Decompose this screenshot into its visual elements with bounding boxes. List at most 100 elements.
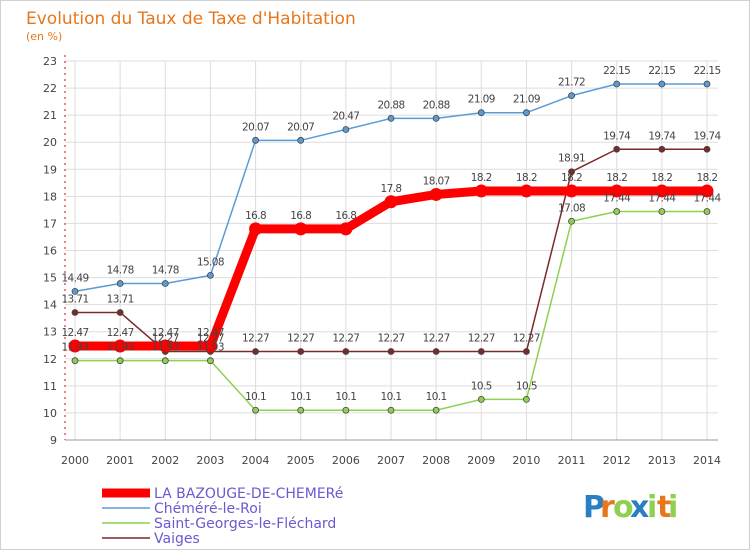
data-label: 17.8 xyxy=(381,183,402,195)
x-tick-label: 2000 xyxy=(61,454,89,467)
series-point xyxy=(384,195,398,209)
series-point xyxy=(658,208,666,215)
data-label: 12.27 xyxy=(242,332,269,344)
series-point xyxy=(658,145,666,153)
series-point xyxy=(474,184,488,198)
y-tick-label: 19 xyxy=(43,163,57,176)
series-point xyxy=(252,348,259,355)
series-point xyxy=(523,395,530,403)
logo-letter: r xyxy=(600,490,615,525)
series-point xyxy=(568,168,575,176)
data-label: 20.47 xyxy=(332,110,359,122)
data-label: 13.71 xyxy=(61,293,88,305)
legend-entry: Saint-Georges-le-Fléchard xyxy=(154,516,336,532)
data-label: 21.72 xyxy=(558,77,585,89)
data-label: 22.15 xyxy=(693,65,720,77)
data-label: 12.27 xyxy=(513,332,540,344)
data-label: 18.2 xyxy=(516,172,537,184)
data-labels: 14.49 14.78 14.78 15.08 20.07 20.07 20.47 20.88… xyxy=(61,65,722,403)
data-label: 10.1 xyxy=(381,391,402,403)
data-label: 20.88 xyxy=(423,99,450,111)
legend: LA BAZOUGE-DE-CHEMERéChéméré-le-RoiSaint… xyxy=(102,486,343,547)
data-label: 19.74 xyxy=(693,130,721,142)
data-label: 17.44 xyxy=(648,193,676,205)
series-point xyxy=(71,357,79,365)
series-point xyxy=(71,309,79,316)
data-label: 22.15 xyxy=(603,65,630,77)
y-tick-label: 9 xyxy=(50,434,57,447)
x-tick-label: 2006 xyxy=(332,454,360,467)
data-label: 21.09 xyxy=(513,94,540,106)
x-tick-label: 2012 xyxy=(603,454,631,467)
series-point xyxy=(655,184,669,198)
series-point xyxy=(297,136,305,144)
x-tick-label: 2002 xyxy=(151,454,179,467)
data-label: 11.93 xyxy=(152,342,179,354)
y-tick-label: 13 xyxy=(43,326,57,339)
data-label: 18.2 xyxy=(606,172,627,184)
y-tick-label: 16 xyxy=(43,245,57,258)
x-tick-label: 2007 xyxy=(377,454,405,467)
x-tick-label: 2003 xyxy=(196,454,224,467)
data-label: 20.07 xyxy=(287,121,314,133)
data-label: 15.08 xyxy=(197,256,224,268)
data-label: 14.78 xyxy=(152,265,179,277)
data-label: 18.91 xyxy=(558,153,585,165)
logo-letter: P xyxy=(583,490,605,525)
series-point xyxy=(297,348,305,355)
series-point xyxy=(158,339,172,353)
series-point xyxy=(703,80,711,88)
legend-entry: Vaiges xyxy=(154,531,200,547)
x-tick-label: 2004 xyxy=(242,454,270,467)
y-tick-label: 17 xyxy=(43,217,57,230)
logo-letter: x xyxy=(630,490,649,525)
series-point xyxy=(613,145,621,153)
series-point xyxy=(113,339,127,353)
y-tick-label: 22 xyxy=(43,82,57,95)
data-label: 12.47 xyxy=(61,327,88,339)
y-tick-label: 15 xyxy=(43,272,57,285)
data-label: 19.74 xyxy=(603,130,631,142)
series-point xyxy=(387,406,395,414)
series-point xyxy=(252,136,259,144)
series-point xyxy=(700,184,714,198)
series-point xyxy=(429,187,443,201)
logo-letter: i xyxy=(647,490,657,525)
y-tick-label: 18 xyxy=(43,190,57,203)
x-tick-label: 2010 xyxy=(512,454,540,467)
data-label: 12.47 xyxy=(152,327,179,339)
data-label: 11.93 xyxy=(61,342,88,354)
legend-entry: Chéméré-le-Roi xyxy=(154,501,262,517)
series-point xyxy=(339,222,353,236)
data-label: 12.27 xyxy=(152,332,179,344)
series-point xyxy=(432,348,440,355)
data-label: 10.1 xyxy=(290,391,311,403)
y-tick-label: 21 xyxy=(43,109,57,122)
data-label: 20.07 xyxy=(242,121,269,133)
series-point xyxy=(703,208,711,215)
series-point xyxy=(565,184,579,198)
x-tick-label: 2009 xyxy=(467,454,495,467)
logo-letter: i xyxy=(668,490,678,525)
series-point xyxy=(342,348,350,355)
logo-letter: o xyxy=(613,490,634,525)
series-point xyxy=(161,357,169,365)
series-point xyxy=(342,126,350,133)
series-point xyxy=(203,339,217,353)
series-point xyxy=(519,184,533,198)
series-point xyxy=(568,217,575,225)
logo-letter: t xyxy=(657,490,671,525)
x-tick-label: 2008 xyxy=(422,454,450,467)
data-label: 12.27 xyxy=(423,332,450,344)
data-label: 11.93 xyxy=(197,342,224,354)
series-point xyxy=(116,280,124,287)
y-axis-label: (en %) xyxy=(26,30,62,43)
series-point xyxy=(68,339,82,353)
x-tick-label: 2001 xyxy=(106,454,134,467)
series-point xyxy=(71,287,79,295)
series-point xyxy=(432,406,440,414)
data-label: 18.2 xyxy=(471,172,492,184)
series-point xyxy=(613,80,621,88)
